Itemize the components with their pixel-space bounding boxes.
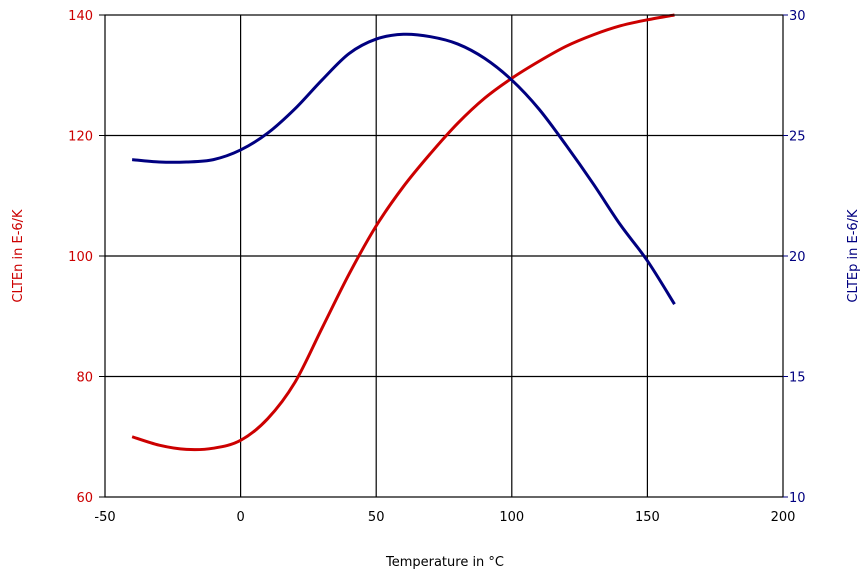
series-line-cltep bbox=[131, 32, 676, 305]
series-line-clten bbox=[131, 13, 675, 452]
right-y-axis-title: CLTEp in E-6/K bbox=[846, 209, 861, 303]
x-tick-label: -50 bbox=[94, 510, 115, 525]
left-y-tick-label: 100 bbox=[68, 250, 93, 265]
right-y-tick-label: 15 bbox=[789, 371, 806, 386]
right-y-tick-label: 20 bbox=[789, 250, 806, 265]
left-y-tick-label: 80 bbox=[76, 371, 93, 386]
x-tick-label: 200 bbox=[771, 510, 796, 525]
right-y-tick-label: 10 bbox=[789, 491, 806, 506]
grid bbox=[105, 15, 783, 497]
left-y-tick-label: 120 bbox=[68, 130, 93, 145]
right-y-tick-label: 25 bbox=[789, 130, 806, 145]
x-tick-label: 100 bbox=[499, 510, 524, 525]
series-layer bbox=[131, 13, 676, 452]
right-y-tick-label: 30 bbox=[789, 9, 806, 24]
x-tick-label: 0 bbox=[236, 510, 244, 525]
left-y-axis-title: CLTEn in E-6/K bbox=[11, 209, 26, 303]
x-tick-label: 50 bbox=[368, 510, 385, 525]
tick-labels: -50 0 50 100 150 200 60 80 100 120 140 10 15 20 25 30 bbox=[68, 9, 805, 525]
x-axis-title: Temperature in °C bbox=[385, 555, 504, 570]
left-y-tick-label: 140 bbox=[68, 9, 93, 24]
x-tick-label: 150 bbox=[635, 510, 660, 525]
left-y-tick-label: 60 bbox=[76, 491, 93, 506]
